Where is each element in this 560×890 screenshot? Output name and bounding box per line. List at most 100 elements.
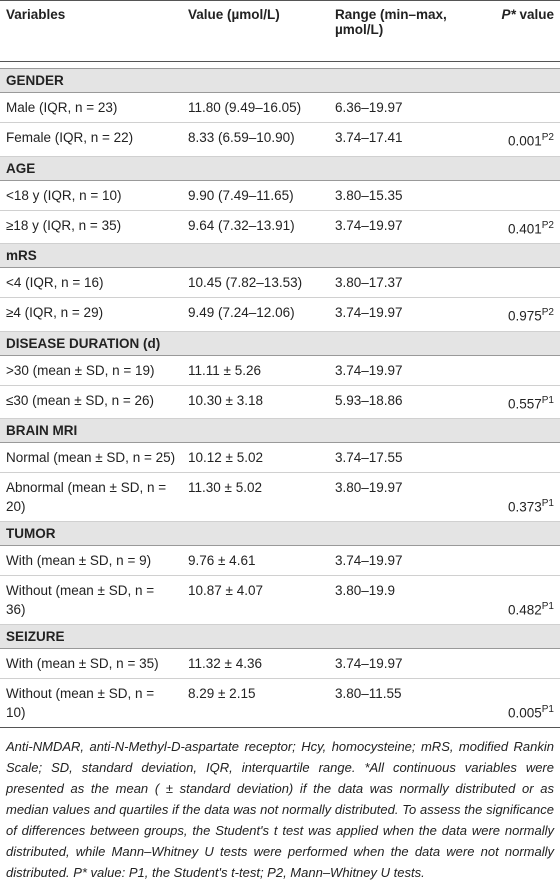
p-value	[461, 545, 560, 576]
range: 3.74–19.97	[329, 210, 461, 244]
p-symbol: P*	[501, 7, 516, 22]
header-row: Variables Value (µmol/L) Range (min–max,…	[0, 0, 560, 62]
p-value	[461, 648, 560, 679]
section-title: BRAIN MRI	[0, 418, 560, 443]
data-row: With (mean ± SD, n = 35) 11.32 ± 4.36 3.74…	[0, 648, 560, 679]
p-test: P1	[541, 703, 554, 715]
data-row: <4 (IQR, n = 16) 10.45 (7.82–13.53) 3.80–1…	[0, 267, 560, 298]
variable: ≥4 (IQR, n = 29)	[0, 297, 182, 332]
range: 3.74–19.97	[329, 648, 461, 679]
section-row: mRS	[0, 243, 560, 268]
variable: Normal (mean ± SD, n = 25)	[0, 442, 182, 473]
data-row: With (mean ± SD, n = 9) 9.76 ± 4.61 3.74–1…	[0, 545, 560, 576]
range: 3.74–19.97	[329, 355, 461, 386]
section-row: SEIZURE	[0, 624, 560, 649]
p-test: P1	[541, 394, 554, 406]
p-value	[461, 442, 560, 473]
header-cell: P* value	[461, 0, 560, 62]
p-value: 0.401P2	[461, 210, 560, 244]
section-row: GENDER	[0, 68, 560, 93]
p-number: 0.001	[507, 133, 542, 149]
header-cell: Variables	[0, 0, 182, 62]
gap-row	[0, 61, 560, 69]
section-row: AGE	[0, 156, 560, 181]
section-title: DISEASE DURATION (d)	[0, 331, 560, 356]
variable: <4 (IQR, n = 16)	[0, 267, 182, 298]
range: 3.74–17.55	[329, 442, 461, 473]
variable: Without (mean ± SD, n = 36)	[0, 575, 182, 625]
value: 10.45 (7.82–13.53)	[182, 267, 329, 298]
p-value: 0.005P1	[461, 678, 560, 728]
p-test: P1	[541, 600, 554, 612]
section-title: GENDER	[0, 68, 560, 93]
range: 3.80–19.97	[329, 472, 461, 522]
table-body: GENDER Male (IQR, n = 23) 11.80 (9.49–16.0…	[0, 61, 560, 728]
section-title: SEIZURE	[0, 624, 560, 649]
p-value: 0.557P1	[461, 385, 560, 419]
range: 3.80–15.35	[329, 180, 461, 211]
p-test: P2	[541, 219, 554, 231]
p-value	[461, 267, 560, 298]
data-row: Normal (mean ± SD, n = 25) 10.12 ± 5.02 3.…	[0, 442, 560, 473]
variable: >30 (mean ± SD, n = 19)	[0, 355, 182, 386]
range: 3.74–19.97	[329, 545, 461, 576]
p-value: 0.373P1	[461, 472, 560, 522]
section-row: DISEASE DURATION (d)	[0, 331, 560, 356]
p-number: 0.975	[507, 308, 542, 324]
variable: Male (IQR, n = 23)	[0, 92, 182, 123]
value: 11.32 ± 4.36	[182, 648, 329, 679]
value: 9.49 (7.24–12.06)	[182, 297, 329, 332]
header-cell: Value (µmol/L)	[182, 0, 329, 62]
data-row: Without (mean ± SD, n = 10) 8.29 ± 2.15 3.…	[0, 678, 560, 728]
p-value: 0.001P2	[461, 122, 560, 157]
header-cell: Range (min–max, µmol/L)	[329, 0, 461, 62]
range: 3.74–17.41	[329, 122, 461, 157]
p-number: 0.373	[507, 499, 542, 514]
footnote: Anti-NMDAR, anti-N-Methyl-D-aspartate re…	[6, 739, 554, 880]
p-value	[461, 92, 560, 123]
section-title: AGE	[0, 156, 560, 181]
section-row: BRAIN MRI	[0, 418, 560, 443]
p-test: P1	[541, 497, 554, 509]
p-value	[461, 180, 560, 211]
p-rest: value	[519, 7, 554, 22]
data-row: >30 (mean ± SD, n = 19) 11.11 ± 5.26 3.74–…	[0, 355, 560, 386]
variable: ≥18 y (IQR, n = 35)	[0, 210, 182, 244]
variable: Female (IQR, n = 22)	[0, 122, 182, 157]
p-number: 0.557	[507, 396, 542, 411]
variable: Abnormal (mean ± SD, n = 20)	[0, 472, 182, 522]
data-row: <18 y (IQR, n = 10) 9.90 (7.49–11.65) 3.80…	[0, 180, 560, 211]
value: 11.30 ± 5.02	[182, 472, 329, 522]
value: 9.64 (7.32–13.91)	[182, 210, 329, 244]
value: 8.33 (6.59–10.90)	[182, 122, 329, 157]
range: 3.74–19.97	[329, 297, 461, 332]
range: 3.80–11.55	[329, 678, 461, 728]
range: 5.93–18.86	[329, 385, 461, 419]
section-title: TUMOR	[0, 521, 560, 546]
value: 11.11 ± 5.26	[182, 355, 329, 386]
p-number: 0.482	[507, 602, 542, 617]
value: 10.87 ± 4.07	[182, 575, 329, 625]
data-row: Female (IQR, n = 22) 8.33 (6.59–10.90) 3.7…	[0, 122, 560, 157]
variable: With (mean ± SD, n = 9)	[0, 545, 182, 576]
value: 10.12 ± 5.02	[182, 442, 329, 473]
variable: <18 y (IQR, n = 10)	[0, 180, 182, 211]
value: 10.30 ± 3.18	[182, 385, 329, 419]
variable: ≤30 (mean ± SD, n = 26)	[0, 385, 182, 419]
data-row: ≥4 (IQR, n = 29) 9.49 (7.24–12.06) 3.74–19…	[0, 297, 560, 332]
p-value	[461, 355, 560, 386]
p-value: 0.482P1	[461, 575, 560, 625]
data-row: ≥18 y (IQR, n = 35) 9.64 (7.32–13.91) 3.74…	[0, 210, 560, 244]
data-row: Male (IQR, n = 23) 11.80 (9.49–16.05) 6.36…	[0, 92, 560, 123]
p-number: 0.005	[507, 705, 542, 720]
data-row: Abnormal (mean ± SD, n = 20) 11.30 ± 5.02…	[0, 472, 560, 522]
gap	[0, 61, 560, 69]
range: 6.36–19.97	[329, 92, 461, 123]
range: 3.80–17.37	[329, 267, 461, 298]
value: 11.80 (9.49–16.05)	[182, 92, 329, 123]
p-test: P2	[541, 307, 554, 318]
variable: Without (mean ± SD, n = 10)	[0, 678, 182, 728]
p-test: P2	[541, 132, 554, 143]
data-row: Without (mean ± SD, n = 36) 10.87 ± 4.07 3…	[0, 575, 560, 625]
